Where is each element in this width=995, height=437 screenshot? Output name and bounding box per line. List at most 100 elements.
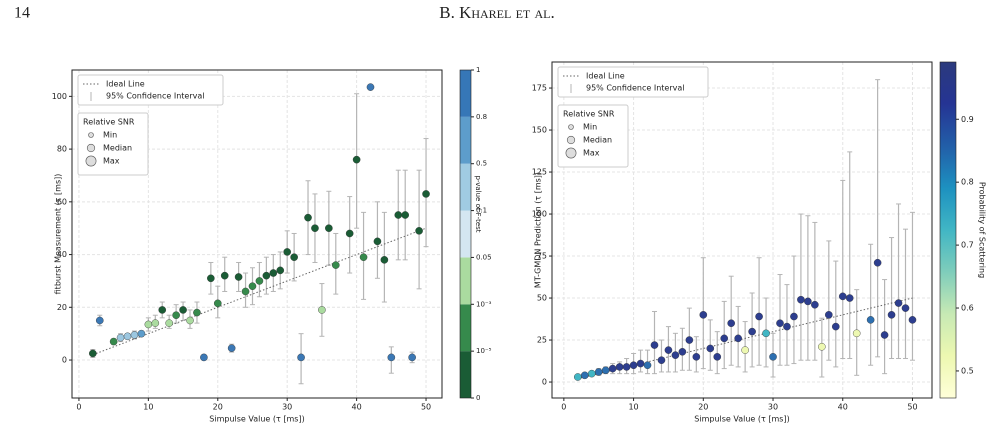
data-point — [873, 258, 882, 267]
y-tick-label: 75 — [537, 252, 547, 261]
colorbar-label: p-value of F-test — [474, 175, 482, 232]
data-point — [818, 342, 826, 351]
y-axis-label: fitburst Measurement (τ [ms]) — [54, 174, 63, 295]
size-legend-title: Relative SNR — [563, 110, 615, 119]
data-point — [200, 353, 208, 362]
size-legend-marker — [566, 135, 576, 145]
colorbar-tick-label: 0.1 — [476, 207, 487, 215]
data-point — [359, 253, 368, 262]
data-point — [880, 331, 889, 339]
legend-box — [557, 66, 709, 98]
x-tick-label: 20 — [698, 403, 708, 412]
y-tick-label: 50 — [537, 294, 547, 303]
data-point — [678, 347, 687, 356]
y-tick-label: 60 — [57, 197, 67, 206]
legend-label: 95% Confidence Interval — [586, 84, 684, 93]
data-point — [123, 332, 132, 341]
data-point — [172, 311, 180, 320]
data-point — [241, 287, 250, 296]
data-point — [276, 266, 285, 275]
data-point — [804, 297, 812, 306]
colorbar-tick-label: 0.8 — [476, 113, 487, 121]
data-point — [207, 274, 215, 283]
size-legend-label: Median — [583, 136, 612, 145]
y-tick-label: 125 — [532, 168, 547, 177]
data-point — [755, 312, 763, 321]
data-point — [657, 356, 666, 365]
size-legend-label: Max — [103, 157, 120, 166]
colorbar-bin — [460, 116, 471, 164]
data-point — [699, 311, 708, 319]
legend-label: Ideal Line — [106, 80, 145, 89]
data-point — [601, 366, 610, 375]
colorbar-tick-label: 0.6 — [961, 304, 974, 313]
colorbar — [939, 61, 957, 399]
data-point — [213, 299, 222, 308]
data-point — [144, 320, 153, 329]
size-legend-marker — [86, 143, 96, 153]
data-point — [116, 333, 125, 342]
data-point — [643, 361, 652, 370]
data-point — [629, 361, 638, 370]
data-point — [283, 248, 291, 256]
data-point — [825, 311, 833, 319]
x-tick-label: 50 — [907, 403, 917, 412]
data-point — [615, 363, 624, 371]
legend-box — [77, 74, 224, 106]
plot-frame — [551, 61, 933, 399]
data-point — [573, 373, 582, 381]
data-point — [845, 294, 854, 302]
data-point — [408, 353, 416, 362]
data-point — [331, 261, 340, 269]
data-point — [692, 353, 701, 361]
size-legend-marker — [565, 147, 577, 159]
colorbar-tick-label: 0.5 — [961, 366, 974, 375]
colorbar-bin — [460, 210, 471, 258]
x-axis-label: Simpulse Value (τ [ms]) — [209, 415, 304, 424]
x-tick-label: 10 — [143, 403, 153, 412]
data-point — [664, 346, 673, 354]
data-point — [734, 334, 742, 343]
colorbar-tick-label: 0.5 — [476, 160, 487, 168]
data-point — [831, 322, 840, 331]
y-tick-label: 175 — [532, 84, 547, 93]
legend-label: Ideal Line — [586, 72, 625, 81]
data-point — [622, 363, 631, 371]
size-legend-marker — [568, 124, 574, 130]
data-point — [894, 299, 903, 307]
data-point — [594, 368, 603, 376]
size-legend-marker — [88, 132, 94, 138]
data-point — [130, 331, 139, 339]
data-point — [650, 341, 659, 349]
data-point — [380, 256, 389, 264]
colorbar-tick-label: 0.7 — [961, 241, 974, 250]
y-tick-label: 40 — [57, 250, 67, 259]
data-point — [887, 311, 896, 319]
data-point — [671, 351, 680, 359]
data-point — [158, 306, 167, 314]
running-head: B. Kharel et al. — [439, 3, 555, 22]
colorbar-bin — [460, 351, 471, 398]
colorbar-tick-label: 10⁻³ — [476, 300, 492, 308]
y-tick-label: 25 — [537, 336, 547, 345]
data-point — [422, 190, 430, 198]
data-point — [179, 306, 187, 314]
x-tick-label: 0 — [76, 403, 81, 412]
y-tick-label: 0 — [542, 378, 547, 387]
size-legend-label: Min — [583, 123, 597, 132]
colorbar-label: Probability of Scattering — [978, 182, 987, 278]
data-point — [366, 83, 375, 91]
data-point — [838, 292, 847, 301]
data-point — [352, 155, 361, 164]
colorbar-bin — [460, 257, 471, 305]
data-point — [311, 224, 319, 232]
data-point — [318, 306, 326, 314]
page-number: 14 — [14, 5, 30, 22]
data-point — [373, 237, 382, 246]
x-tick-label: 30 — [768, 403, 778, 412]
data-point — [394, 211, 403, 219]
y-tick-label: 150 — [532, 126, 547, 135]
y-tick-label: 100 — [52, 92, 67, 101]
data-point — [345, 229, 354, 238]
